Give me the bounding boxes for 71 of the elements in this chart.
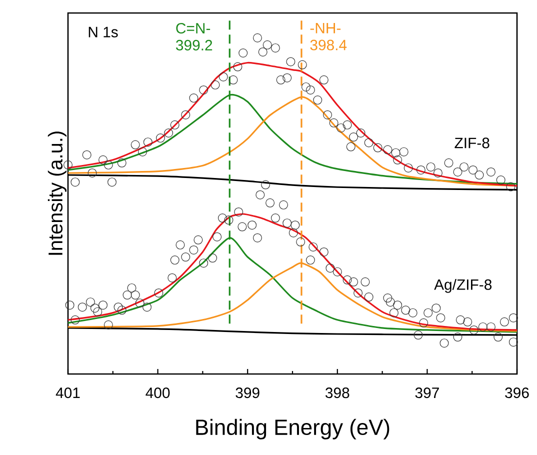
ref-line-label: C=N- 399.2 xyxy=(176,22,212,50)
point xyxy=(199,85,208,94)
point xyxy=(349,132,358,142)
point xyxy=(301,82,310,92)
point xyxy=(164,128,174,138)
point xyxy=(319,75,328,84)
point xyxy=(143,138,152,147)
ref-line-label: -NH- 398.4 xyxy=(310,22,347,50)
point xyxy=(70,178,80,187)
point xyxy=(276,75,286,84)
point xyxy=(98,155,108,164)
point xyxy=(286,57,296,66)
point xyxy=(306,85,315,94)
text: N 1s xyxy=(88,26,118,38)
point xyxy=(181,110,190,120)
point xyxy=(426,162,436,172)
point xyxy=(474,170,484,180)
point xyxy=(138,147,148,156)
point xyxy=(468,165,478,174)
point xyxy=(506,182,516,192)
point xyxy=(444,158,454,168)
point xyxy=(252,33,262,42)
x-axis-title: Binding Energy (eV) xyxy=(196,418,390,440)
point xyxy=(233,62,242,72)
point xyxy=(228,75,238,84)
point xyxy=(416,165,426,174)
point xyxy=(346,142,356,152)
point xyxy=(258,47,268,56)
point xyxy=(218,72,228,82)
point xyxy=(107,178,116,187)
point xyxy=(391,148,400,158)
point xyxy=(460,162,469,172)
point xyxy=(170,120,180,130)
point xyxy=(356,128,366,138)
point xyxy=(496,176,506,185)
point xyxy=(486,167,496,176)
point xyxy=(189,94,198,103)
point xyxy=(298,60,307,70)
point xyxy=(336,123,346,132)
annotation: Ag/ZIF-8 xyxy=(434,278,492,293)
point xyxy=(282,73,292,82)
point xyxy=(88,168,97,178)
y-axis-title: Intensity (a.u.) xyxy=(48,132,66,255)
point xyxy=(238,48,248,58)
point xyxy=(383,145,392,154)
point xyxy=(329,118,338,128)
annotation: ZIF-8 xyxy=(454,138,490,148)
point xyxy=(373,143,382,152)
point xyxy=(433,168,442,178)
point xyxy=(453,167,462,176)
x-tick-label: 398 xyxy=(325,388,350,398)
point xyxy=(130,140,140,150)
point xyxy=(404,163,413,172)
point xyxy=(342,120,352,130)
point xyxy=(393,155,402,164)
point xyxy=(104,160,113,170)
x-tick-label: 399 xyxy=(236,388,260,398)
point xyxy=(313,96,322,105)
point xyxy=(117,158,126,168)
point xyxy=(323,110,332,120)
point xyxy=(156,134,165,143)
x-tick-label: 401 xyxy=(56,388,80,398)
point xyxy=(399,147,408,156)
point xyxy=(210,80,220,90)
point xyxy=(364,138,374,148)
x-tick-label: 397 xyxy=(415,388,439,398)
point xyxy=(262,40,272,50)
point xyxy=(270,43,280,52)
x-tick-label: 400 xyxy=(146,388,170,398)
point xyxy=(82,150,92,160)
x-tick-label: 396 xyxy=(505,388,529,398)
